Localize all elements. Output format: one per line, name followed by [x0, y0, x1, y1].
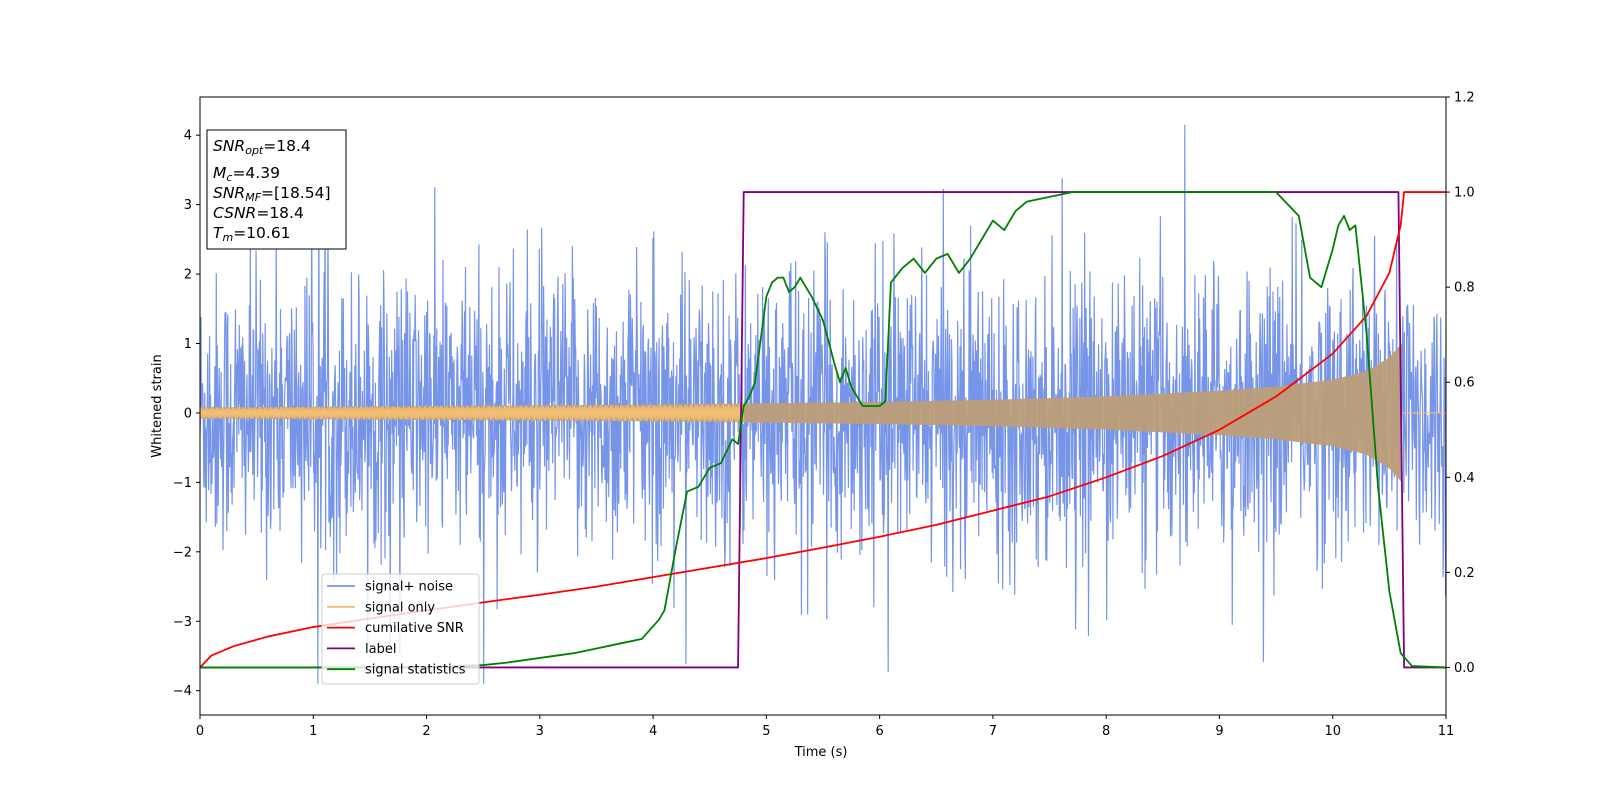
- annotation-line: Tm=10.61: [213, 224, 291, 244]
- annotation-line: CSNR=18.4: [213, 204, 304, 222]
- annotation-line: Mc=4.39: [213, 164, 280, 184]
- legend: signal+ noise signal only cumilative SNR la…: [321, 573, 480, 685]
- x-tick-label: 5: [762, 724, 770, 739]
- plot-frame: [199, 96, 1447, 716]
- legend-label: signal only: [365, 600, 435, 615]
- y-left-tick-label: 1: [184, 337, 192, 352]
- series-line-signal-statistics: [200, 191, 1446, 669]
- x-axis-ticks: 0 1 2 3 4 5 6 7 8 9 10 11: [196, 715, 1454, 739]
- annotation-frame: [206, 129, 347, 250]
- x-tick-label: 7: [989, 724, 997, 739]
- y-right-tick-label: 0.8: [1454, 281, 1475, 296]
- y-axis-label: Whitened strain: [150, 354, 165, 457]
- y-left-tick-label: 0: [184, 406, 192, 421]
- y-right-tick-label: 1.0: [1454, 186, 1475, 201]
- y-right-tick-label: 0.0: [1454, 661, 1475, 676]
- legend-frame: [321, 573, 480, 685]
- legend-label: signal statistics: [365, 663, 466, 678]
- x-tick-label: 2: [422, 724, 430, 739]
- x-tick-label: 0: [196, 724, 204, 739]
- y-left-tick-label: 2: [184, 268, 192, 283]
- annotation-box: SNRopt=18.4 Mc=4.39SNRMF=[18.54]CSNR=18.4…: [206, 129, 347, 250]
- x-tick-label: 6: [875, 724, 883, 739]
- series-signal-only: [200, 343, 1446, 483]
- y-left-tick-label: −3: [173, 615, 192, 630]
- series-line-signal-only: [200, 403, 745, 423]
- y-left-tick-label: −4: [173, 684, 192, 699]
- annotation-line: SNRMF=[18.54]: [213, 184, 331, 204]
- y-left-tick-label: 4: [184, 129, 192, 144]
- legend-label: label: [365, 642, 396, 657]
- y-left-tick-label: −2: [173, 545, 192, 560]
- x-axis-label: Time (s): [794, 745, 848, 760]
- y-right-tick-label: 0.6: [1454, 376, 1475, 391]
- y-right-tick-label: 0.4: [1454, 471, 1475, 486]
- y-right-axis-ticks: 0.0 0.2 0.4 0.6 0.8 1.0 1.2: [1446, 91, 1475, 676]
- x-tick-label: 8: [1102, 724, 1110, 739]
- series-area-signal-only: [200, 343, 1402, 483]
- y-left-tick-label: −1: [173, 476, 192, 491]
- x-tick-label: 4: [649, 724, 657, 739]
- x-tick-label: 3: [536, 724, 544, 739]
- annotation-line: SNRopt=18.4: [213, 137, 311, 157]
- x-tick-label: 9: [1215, 724, 1223, 739]
- legend-label: signal+ noise: [365, 580, 453, 595]
- y-right-tick-label: 0.2: [1454, 566, 1475, 581]
- legend-label: cumilative SNR: [365, 621, 464, 636]
- x-tick-label: 10: [1324, 724, 1341, 739]
- y-left-tick-label: 3: [184, 198, 192, 213]
- x-tick-label: 11: [1438, 724, 1455, 739]
- y-left-axis-ticks: −4 −3 −2 −1 0 1 2 3 4: [173, 129, 200, 699]
- x-tick-label: 1: [309, 724, 317, 739]
- y-right-tick-label: 1.2: [1454, 91, 1475, 106]
